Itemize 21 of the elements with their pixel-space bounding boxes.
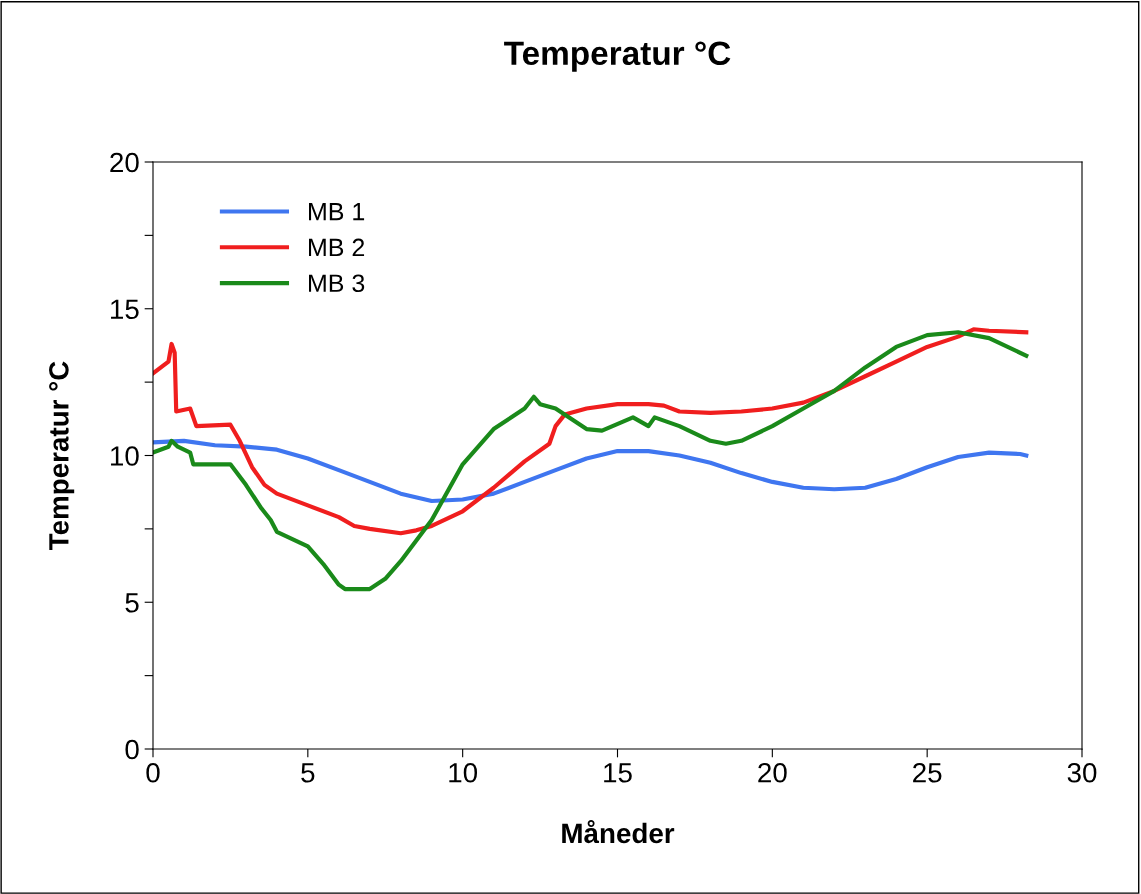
x-tick-label: 10 <box>449 762 478 783</box>
legend-label: MB 3 <box>309 274 365 293</box>
x-tick-label: 0 <box>146 762 160 783</box>
x-tick-label: 30 <box>1067 762 1097 783</box>
y-tick-label: 0 <box>125 739 139 760</box>
line-series <box>153 330 1029 592</box>
y-tick-label: 20 <box>110 152 139 173</box>
x-tick-label: 20 <box>758 762 787 783</box>
legend-label: MB 1 <box>309 203 365 221</box>
line-series <box>153 438 1029 504</box>
y-tick-label: 10 <box>111 446 139 466</box>
x-tick-label: 15 <box>604 763 632 783</box>
line-series <box>153 327 1029 536</box>
x-tick-label: 5 <box>301 763 315 783</box>
legend-label: MB 2 <box>309 238 365 257</box>
y-tick-label: 15 <box>111 299 139 320</box>
y-tick-label: 5 <box>125 593 139 613</box>
x-tick-label: 25 <box>913 762 942 783</box>
y-axis-title: Temperatur °C <box>49 361 75 551</box>
x-axis-title: Måneder <box>562 820 675 844</box>
chart-title: Temperatur °C <box>504 41 731 72</box>
